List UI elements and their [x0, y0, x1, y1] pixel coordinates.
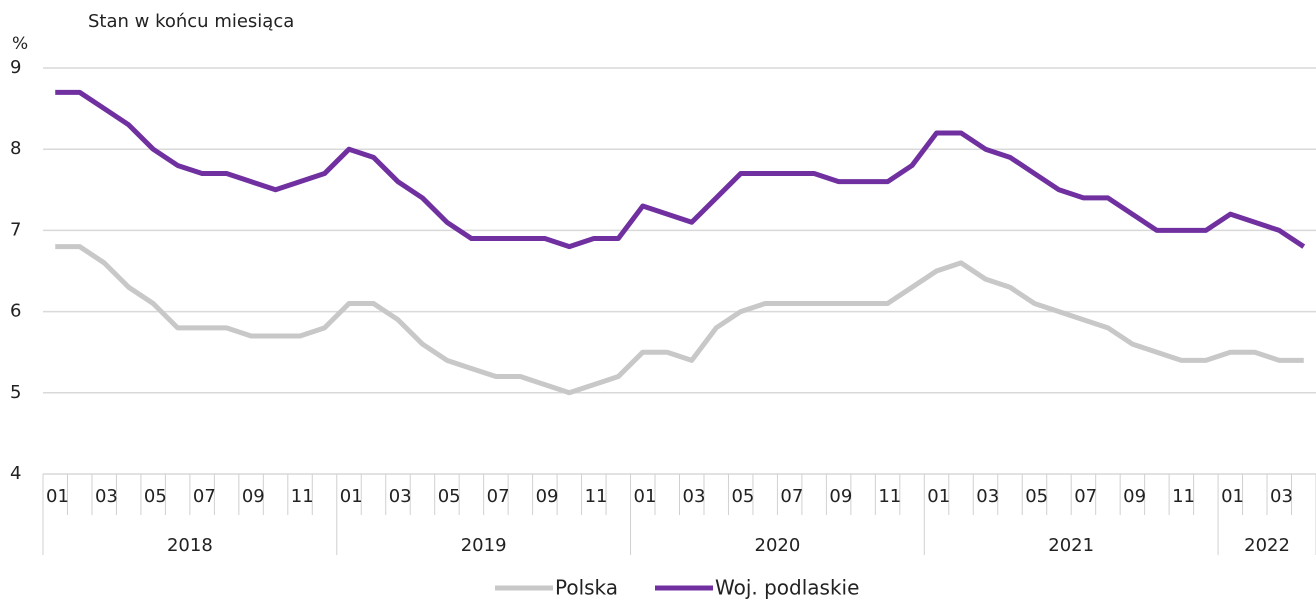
- x-tick-label: 11: [585, 486, 608, 507]
- y-tick-label: 8: [10, 138, 21, 159]
- y-tick-label: 9: [10, 57, 21, 78]
- x-tick-label: 07: [487, 486, 510, 507]
- x-tick-label: 11: [291, 486, 314, 507]
- x-tick-label: 05: [144, 486, 167, 507]
- legend-label: Polska: [555, 576, 618, 600]
- legend-label: Woj. podlaskie: [715, 576, 859, 600]
- x-tick-label: 03: [683, 486, 706, 507]
- y-tick-label: 4: [10, 463, 21, 484]
- x-tick-label: 01: [927, 486, 950, 507]
- y-tick-label: 7: [10, 219, 21, 240]
- x-tick-label: 09: [536, 486, 559, 507]
- year-label: 2019: [461, 535, 507, 556]
- x-tick-label: 01: [340, 486, 363, 507]
- x-tick-label: 03: [976, 486, 999, 507]
- chart-subtitle: Stan w końcu miesiąca: [88, 11, 294, 32]
- x-tick-label: 03: [389, 486, 412, 507]
- x-tick-label: 09: [829, 486, 852, 507]
- year-label: 2018: [167, 535, 213, 556]
- x-tick-label: 07: [1074, 486, 1097, 507]
- x-tick-label: 07: [193, 486, 216, 507]
- year-label: 2021: [1048, 535, 1094, 556]
- x-tick-label: 11: [878, 486, 901, 507]
- x-tick-label: 01: [634, 486, 657, 507]
- x-tick-label: 03: [1270, 486, 1293, 507]
- x-tick-label: 03: [95, 486, 118, 507]
- x-tick-label: 05: [1025, 486, 1048, 507]
- x-tick-label: 01: [46, 486, 69, 507]
- y-unit: %: [12, 34, 28, 54]
- x-tick-label: 09: [242, 486, 265, 507]
- year-label: 2020: [755, 535, 801, 556]
- x-tick-label: 01: [1221, 486, 1244, 507]
- series-line: [55, 89, 1306, 250]
- x-tick-label: 07: [780, 486, 803, 507]
- year-label: 2022: [1244, 535, 1290, 556]
- x-tick-label: 11: [1172, 486, 1195, 507]
- x-tick-label: 05: [438, 486, 461, 507]
- y-tick-label: 6: [10, 301, 21, 322]
- series-line: [55, 244, 1304, 396]
- y-tick-label: 5: [10, 382, 21, 403]
- x-tick-label: 05: [731, 486, 754, 507]
- x-tick-label: 09: [1123, 486, 1146, 507]
